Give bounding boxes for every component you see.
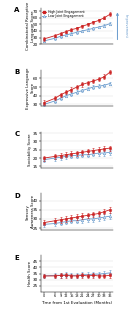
Y-axis label: Health Score: Health Score bbox=[28, 261, 32, 286]
Text: C: C bbox=[14, 131, 19, 137]
Y-axis label: Combinatorial Receptive
Language Score: Combinatorial Receptive Language Score bbox=[26, 2, 35, 50]
Text: Improvement: Improvement bbox=[124, 14, 128, 38]
Legend: High Joint Engagement, Low Joint Engagement: High Joint Engagement, Low Joint Engagem… bbox=[42, 9, 85, 19]
Y-axis label: Expressive Language
Score: Expressive Language Score bbox=[26, 67, 35, 109]
Text: E: E bbox=[14, 255, 19, 261]
X-axis label: Time from 1st Evaluation (Months): Time from 1st Evaluation (Months) bbox=[41, 300, 112, 305]
Text: D: D bbox=[14, 193, 20, 199]
Text: B: B bbox=[14, 69, 19, 75]
Y-axis label: Sociability Score: Sociability Score bbox=[28, 134, 32, 166]
Y-axis label: Sensory
Awareness Score: Sensory Awareness Score bbox=[26, 195, 35, 228]
Text: A: A bbox=[14, 7, 20, 13]
